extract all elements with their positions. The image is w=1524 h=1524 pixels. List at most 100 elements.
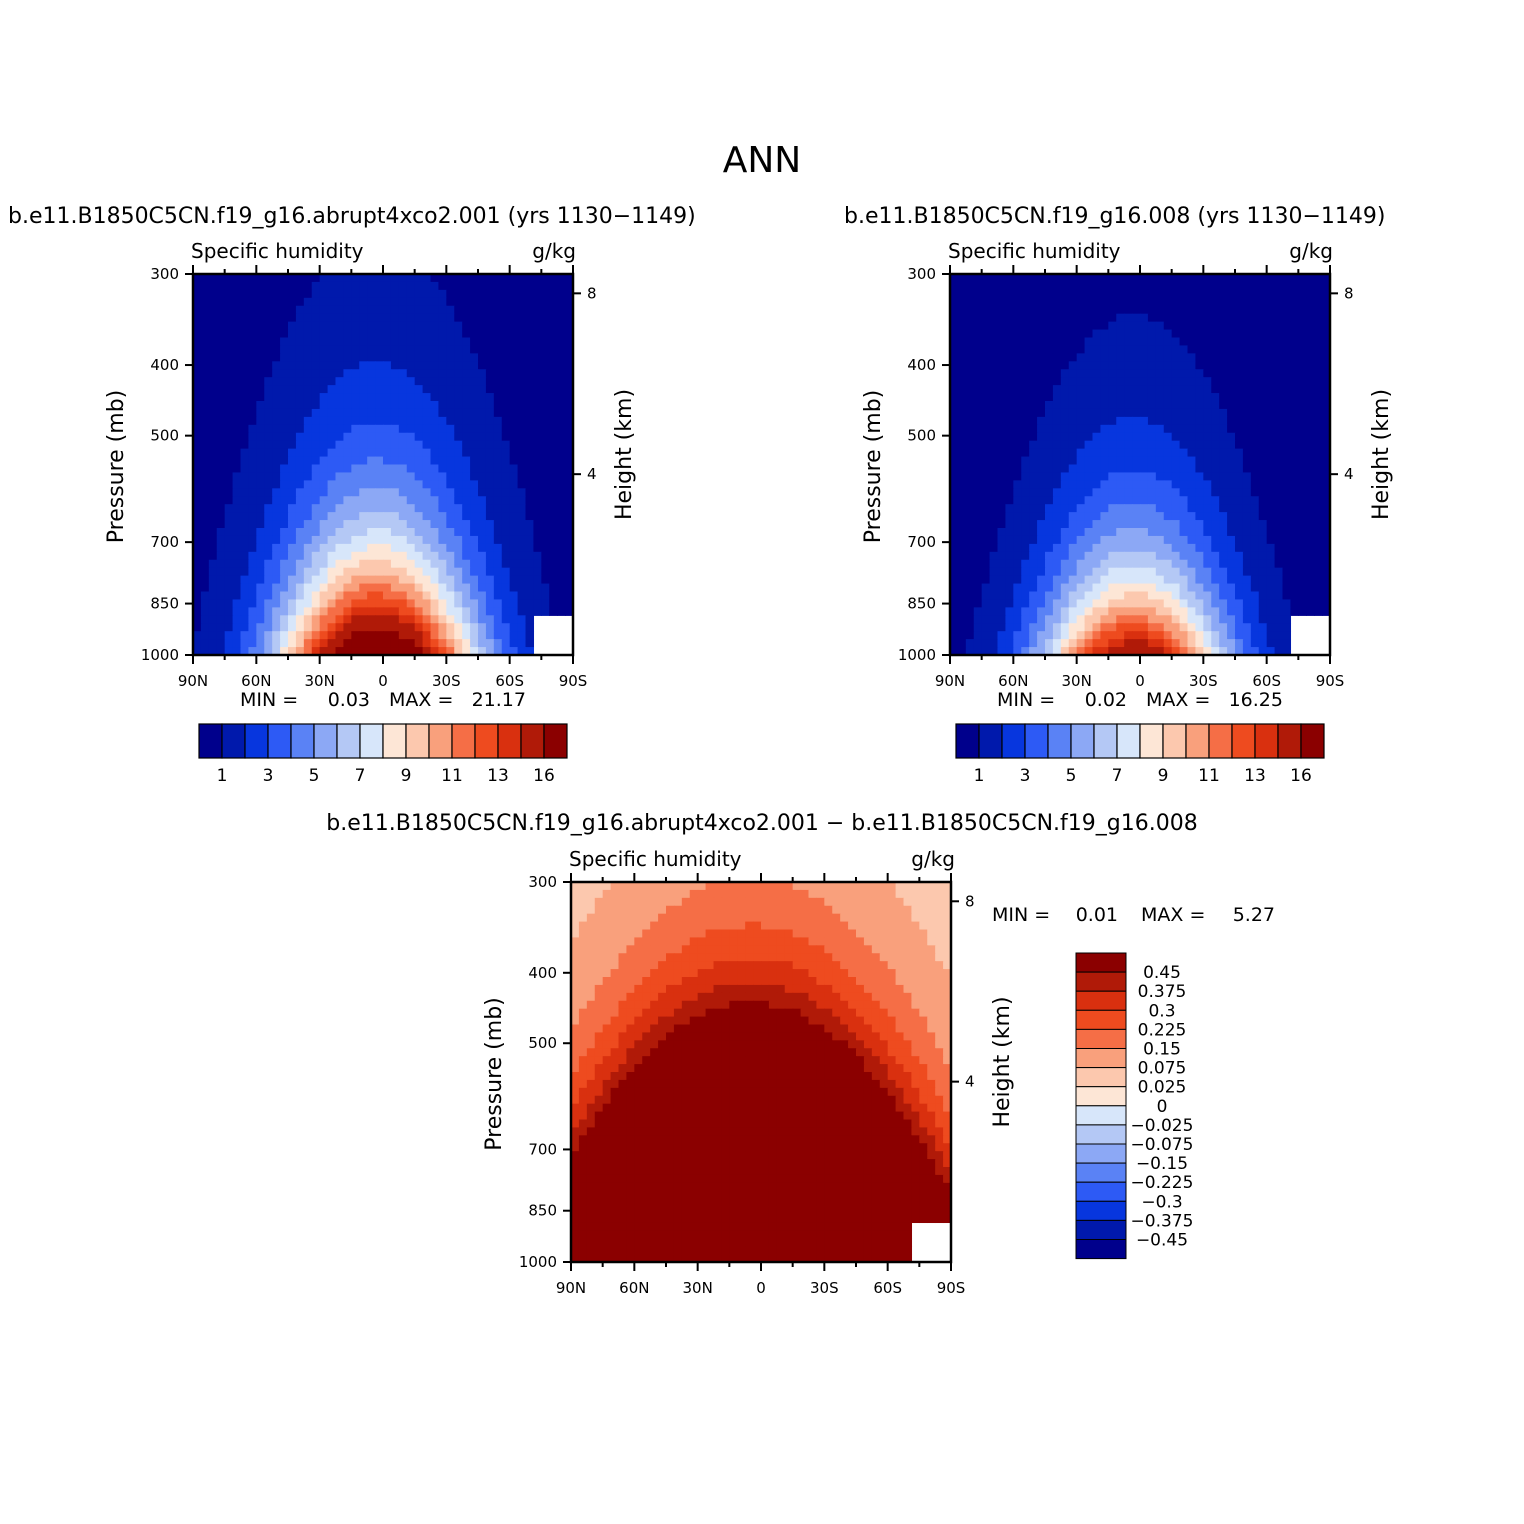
contour-cell (1155, 496, 1165, 505)
contour-cell (327, 464, 337, 474)
contour-cell (335, 575, 345, 585)
contour-cell (965, 615, 975, 624)
contour-cell (208, 615, 218, 624)
contour-cell (1250, 313, 1260, 323)
contour-cell (950, 281, 959, 291)
contour-cell (406, 329, 416, 339)
contour-cell (981, 361, 991, 370)
contour-cell (375, 520, 384, 529)
contour-cell (311, 575, 321, 585)
contour-cell (1203, 615, 1212, 624)
contour-cell (1076, 647, 1086, 656)
contour-cell (224, 297, 234, 307)
contour-cell (1021, 512, 1030, 521)
contour-cell (240, 559, 250, 569)
contour-cell (1306, 535, 1315, 545)
contour-cell (973, 377, 983, 386)
contour-cell (1155, 472, 1165, 481)
contour-cell (470, 464, 479, 474)
contour-cell (295, 289, 305, 299)
contour-cell (1013, 424, 1022, 434)
contour-cell (390, 543, 400, 553)
contour-cell (1250, 607, 1260, 616)
contour-cell (1140, 583, 1149, 593)
contour-cell (1219, 639, 1228, 648)
contour-cell (950, 583, 959, 593)
contour-cell (311, 472, 321, 481)
contour-cell (248, 416, 257, 426)
contour-cell (911, 913, 920, 923)
contour-cell (335, 297, 345, 307)
contour-cell (462, 520, 471, 529)
contour-cell (557, 488, 566, 497)
contour-cell (193, 559, 202, 569)
height-tick-label: 4 (1344, 465, 1354, 483)
contour-cell (359, 361, 368, 370)
contour-cell (1298, 289, 1307, 299)
contour-cell (1282, 512, 1292, 521)
contour-cell (1100, 448, 1109, 458)
contour-cell (989, 385, 999, 394)
contour-cell (1306, 551, 1315, 561)
contour-cell (1021, 274, 1030, 283)
contour-cell (414, 432, 424, 442)
contour-cell (1068, 456, 1078, 466)
contour-cell (1235, 345, 1244, 354)
contour-cell (375, 353, 384, 362)
contour-cell (248, 464, 257, 474)
contour-cell (1322, 416, 1331, 426)
contour-cell (288, 337, 297, 347)
contour-cell (1147, 639, 1157, 648)
contour-cell (1250, 353, 1260, 362)
contour-cell (311, 353, 321, 362)
contour-cell (957, 639, 967, 648)
contour-cell (1274, 353, 1284, 362)
contour-cell (1116, 551, 1125, 561)
contour-cell (232, 472, 242, 481)
contour-cell (1132, 329, 1141, 339)
contour-cell (1037, 575, 1046, 585)
contour-cell (1306, 305, 1315, 315)
contour-cell (295, 607, 305, 616)
contour-cell (398, 313, 408, 323)
contour-cell (1187, 496, 1197, 505)
contour-cell (557, 313, 566, 323)
contour-cell (478, 281, 487, 291)
contour-cell (280, 543, 289, 553)
contour-cell (571, 905, 580, 915)
contour-cell (1068, 551, 1078, 561)
contour-cell (272, 512, 281, 521)
contour-cell (493, 472, 503, 481)
contour-cell (533, 456, 542, 466)
contour-cell (375, 329, 384, 339)
contour-cell (478, 639, 487, 648)
contour-cell (1219, 599, 1228, 608)
contour-cell (272, 408, 281, 418)
contour-cell (957, 337, 967, 347)
contour-cell (1258, 528, 1268, 537)
contour-cell (957, 543, 967, 553)
contour-cell (1045, 464, 1054, 474)
contour-cell (327, 361, 337, 370)
contour-cell (973, 297, 983, 307)
contour-cell (1187, 623, 1197, 632)
contour-cell (478, 480, 487, 489)
contour-cell (367, 496, 376, 505)
contour-cell (1013, 416, 1022, 426)
contour-cell (533, 297, 542, 307)
contour-cell (446, 440, 455, 450)
contour-cell (1290, 289, 1299, 299)
contour-cell (1124, 623, 1133, 632)
contour-cell (1108, 512, 1117, 521)
contour-cell (398, 401, 408, 410)
contour-cell (359, 591, 368, 601)
contour-cell (422, 416, 432, 426)
contour-cell (232, 440, 242, 450)
contour-cell (208, 583, 218, 593)
contour-cell (1282, 361, 1292, 370)
contour-cell (1235, 289, 1244, 299)
contour-cell (1266, 313, 1276, 323)
contour-cell (1282, 496, 1292, 505)
contour-cell (957, 456, 967, 466)
contour-cell (1013, 615, 1022, 624)
